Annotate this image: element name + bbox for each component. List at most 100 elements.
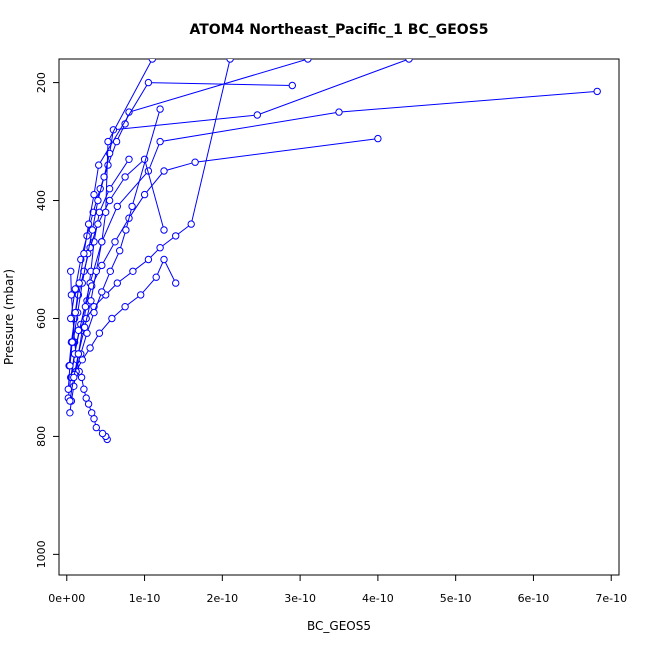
data-point <box>74 350 83 358</box>
data-point <box>94 220 102 228</box>
x-axis-label: BC_GEOS5 <box>307 619 371 633</box>
series-line-5 <box>75 258 177 372</box>
data-point <box>156 137 164 146</box>
series-line-9 <box>72 59 410 343</box>
data-point <box>160 226 168 234</box>
data-point <box>66 397 74 405</box>
data-point <box>82 394 90 402</box>
data-point <box>128 202 136 211</box>
data-point <box>71 285 80 293</box>
data-point <box>80 385 88 393</box>
series-line-12 <box>69 59 153 402</box>
data-point <box>92 423 101 432</box>
data-point <box>144 78 153 87</box>
y-tick-label: 1000 <box>35 540 48 568</box>
data-point <box>172 232 180 240</box>
data-point <box>90 308 98 317</box>
data-point <box>253 111 261 119</box>
data-point <box>125 155 133 164</box>
data-point <box>304 59 312 63</box>
data-point <box>90 190 98 199</box>
data-point <box>122 226 130 234</box>
x-tick-label: 2e-10 <box>206 592 238 605</box>
data-point <box>94 196 102 205</box>
data-point <box>64 385 73 393</box>
data-point <box>405 59 413 63</box>
data-point <box>113 202 122 211</box>
data-point <box>98 261 106 270</box>
data-point <box>187 220 195 228</box>
data-point <box>137 291 145 299</box>
data-point <box>121 173 129 181</box>
chart-title: ATOM4 Northeast_Pacific_1 BC_GEOS5 <box>189 22 488 38</box>
data-point <box>121 303 129 311</box>
data-point <box>148 59 156 63</box>
y-tick-label: 600 <box>35 308 48 329</box>
data-point <box>81 303 90 311</box>
data-point <box>67 267 75 275</box>
y-tick-label: 400 <box>35 190 48 211</box>
data-point <box>160 167 168 175</box>
x-tick-label: 0e+00 <box>48 592 85 605</box>
data-point <box>106 267 115 275</box>
data-point <box>140 190 149 199</box>
data-point <box>104 161 112 169</box>
data-point <box>108 314 116 323</box>
data-point <box>95 161 103 169</box>
data-point <box>226 59 234 63</box>
data-point <box>335 108 343 116</box>
data-point <box>66 362 74 370</box>
x-tick-label: 5e-10 <box>440 592 472 605</box>
x-tick-label: 7e-10 <box>595 592 627 605</box>
y-axis-label: Pressure (mbar) <box>2 269 16 365</box>
data-point <box>71 308 80 317</box>
data-point <box>74 326 83 334</box>
series-layer <box>64 59 601 444</box>
data-point <box>105 196 114 205</box>
data-point <box>68 338 76 346</box>
data-point <box>105 185 114 193</box>
data-point <box>70 373 78 382</box>
x-tick-label: 3e-10 <box>284 592 316 605</box>
data-point <box>172 279 180 287</box>
y-tick-label: 800 <box>35 426 48 447</box>
data-point <box>191 158 199 166</box>
data-point <box>80 249 88 258</box>
data-point <box>95 208 104 217</box>
data-point <box>67 314 75 323</box>
data-point <box>81 323 89 331</box>
data-point <box>144 255 153 264</box>
data-point <box>75 279 83 287</box>
data-point <box>152 273 160 281</box>
data-point <box>113 279 122 287</box>
data-point <box>374 134 382 143</box>
x-axis: 0e+00 1e-10 2e-10 3e-10 4e-10 5e-10 6e-10 7e-10 <box>48 574 627 605</box>
data-point <box>288 81 296 90</box>
data-point <box>88 409 96 417</box>
series-line-10 <box>67 82 293 390</box>
data-point <box>116 247 124 255</box>
data-point <box>89 208 97 217</box>
data-point <box>156 105 164 113</box>
x-tick-label: 4e-10 <box>362 592 394 605</box>
y-axis: 200 400 600 800 1000 <box>35 72 60 568</box>
data-point <box>87 297 95 305</box>
data-point <box>86 344 94 352</box>
data-point <box>92 267 101 275</box>
data-point <box>129 267 137 275</box>
plot-frame <box>58 58 620 576</box>
x-tick-label: 1e-10 <box>129 592 161 605</box>
data-point <box>88 226 97 234</box>
data-point <box>95 329 104 337</box>
y-tick-label: 200 <box>35 72 48 93</box>
data-point <box>593 87 601 96</box>
series-line-3 <box>67 90 598 399</box>
data-point <box>84 220 93 228</box>
data-point <box>98 288 106 296</box>
data-point <box>66 409 74 417</box>
data-point <box>102 208 110 217</box>
data-point <box>98 429 107 438</box>
series-line-11 <box>74 108 161 375</box>
data-point <box>98 238 106 246</box>
